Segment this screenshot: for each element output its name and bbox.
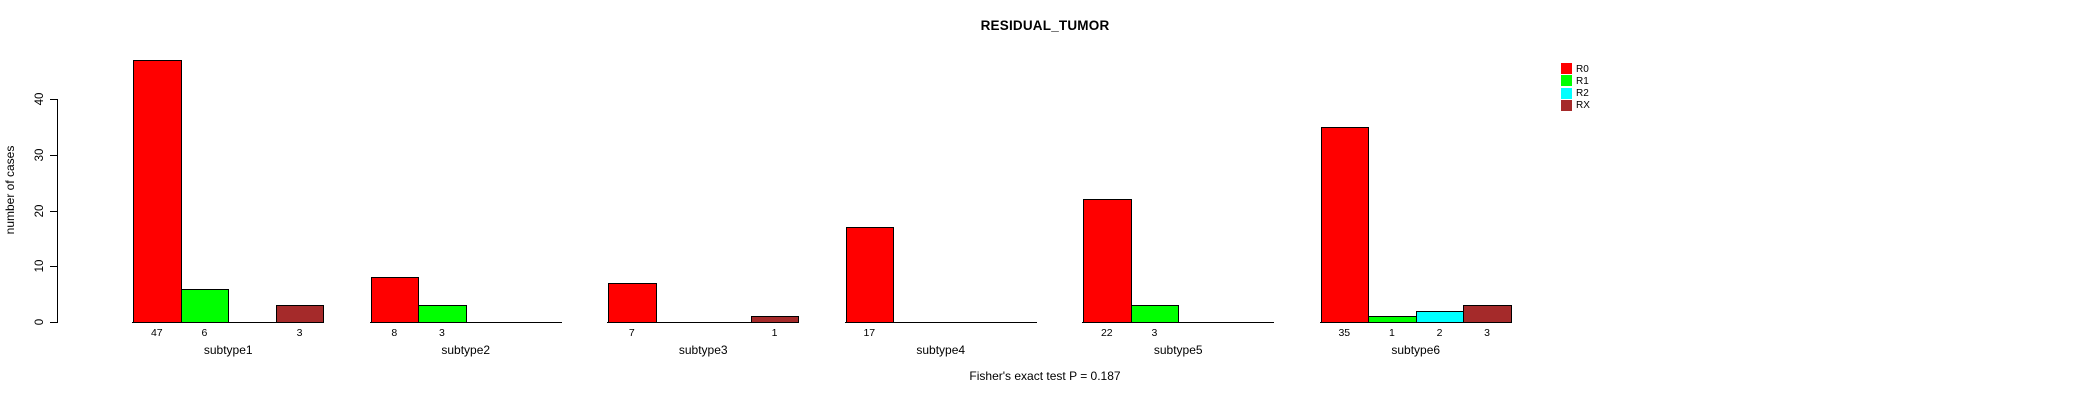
y-axis-tick-label: 40 <box>34 92 46 106</box>
y-axis-tick-mark <box>50 154 57 156</box>
bar-r1-subtype2 <box>418 305 467 323</box>
group-baseline <box>607 322 800 323</box>
bar-value-label: 1 <box>771 327 778 339</box>
category-label-subtype2: subtype2 <box>441 343 491 357</box>
y-axis-tick-label: 10 <box>34 259 46 273</box>
legend-swatch-icon <box>1561 99 1572 111</box>
bar-rx-subtype3 <box>750 316 800 323</box>
bar-r1-subtype6 <box>1368 316 1417 323</box>
bar-value-label: 22 <box>1100 327 1113 339</box>
bar-value-label: 1 <box>1388 327 1395 339</box>
bar-r0-subtype2 <box>370 277 420 323</box>
category-label-subtype3: subtype3 <box>678 343 728 357</box>
legend-label: R1 <box>1576 75 1589 87</box>
y-axis-tick-label: 0 <box>34 318 46 326</box>
bar-value-label: 47 <box>150 327 163 339</box>
bar-value-label: 3 <box>1484 327 1491 339</box>
footer-annotation: Fisher's exact test P = 0.187 <box>969 369 1121 383</box>
chart-title: RESIDUAL_TUMOR <box>980 18 1110 33</box>
legend-swatch-icon <box>1561 87 1572 99</box>
bar-value-label: 8 <box>391 327 398 339</box>
y-axis-tick-mark <box>50 210 57 212</box>
bar-r0-subtype3 <box>608 283 657 323</box>
legend-swatch-icon <box>1561 63 1572 74</box>
bar-value-label: 3 <box>296 327 303 339</box>
bar-r1-subtype1 <box>180 289 230 323</box>
bar-value-label: 17 <box>863 327 876 339</box>
y-axis-tick-mark <box>50 99 57 100</box>
bar-value-label: 3 <box>438 327 445 339</box>
y-axis-label: number of cases <box>3 145 17 235</box>
bar-r1-subtype5 <box>1130 305 1180 323</box>
bar-value-label: 7 <box>628 327 635 339</box>
bar-value-label: 2 <box>1436 327 1443 339</box>
bar-r0-subtype6 <box>1320 127 1370 323</box>
category-label-subtype4: subtype4 <box>916 343 966 357</box>
legend-label: R2 <box>1576 88 1589 100</box>
bar-rx-subtype1 <box>275 305 325 323</box>
category-label-subtype1: subtype1 <box>203 343 253 357</box>
legend-label: R0 <box>1576 63 1589 75</box>
y-axis-tick-label: 20 <box>34 204 46 217</box>
bar-r0-subtype4 <box>845 227 895 323</box>
bar-r2-subtype6 <box>1415 311 1465 323</box>
bar-rx-subtype6 <box>1463 305 1512 323</box>
bar-value-label: 3 <box>1151 327 1158 339</box>
legend-swatch-icon <box>1561 75 1572 87</box>
y-axis-tick-label: 30 <box>34 148 46 162</box>
bar-value-label: 35 <box>1338 327 1351 339</box>
group-baseline <box>844 322 1037 323</box>
bar-r0-subtype5 <box>1083 199 1132 323</box>
bar-value-label: 6 <box>201 327 208 339</box>
legend-label: RX <box>1576 100 1590 112</box>
y-axis-tick-mark <box>50 266 57 268</box>
bar-r0-subtype1 <box>133 60 182 323</box>
category-label-subtype5: subtype5 <box>1153 343 1203 357</box>
y-axis-tick-mark <box>50 322 57 323</box>
y-axis-line <box>57 99 58 323</box>
category-label-subtype6: subtype6 <box>1391 343 1441 357</box>
